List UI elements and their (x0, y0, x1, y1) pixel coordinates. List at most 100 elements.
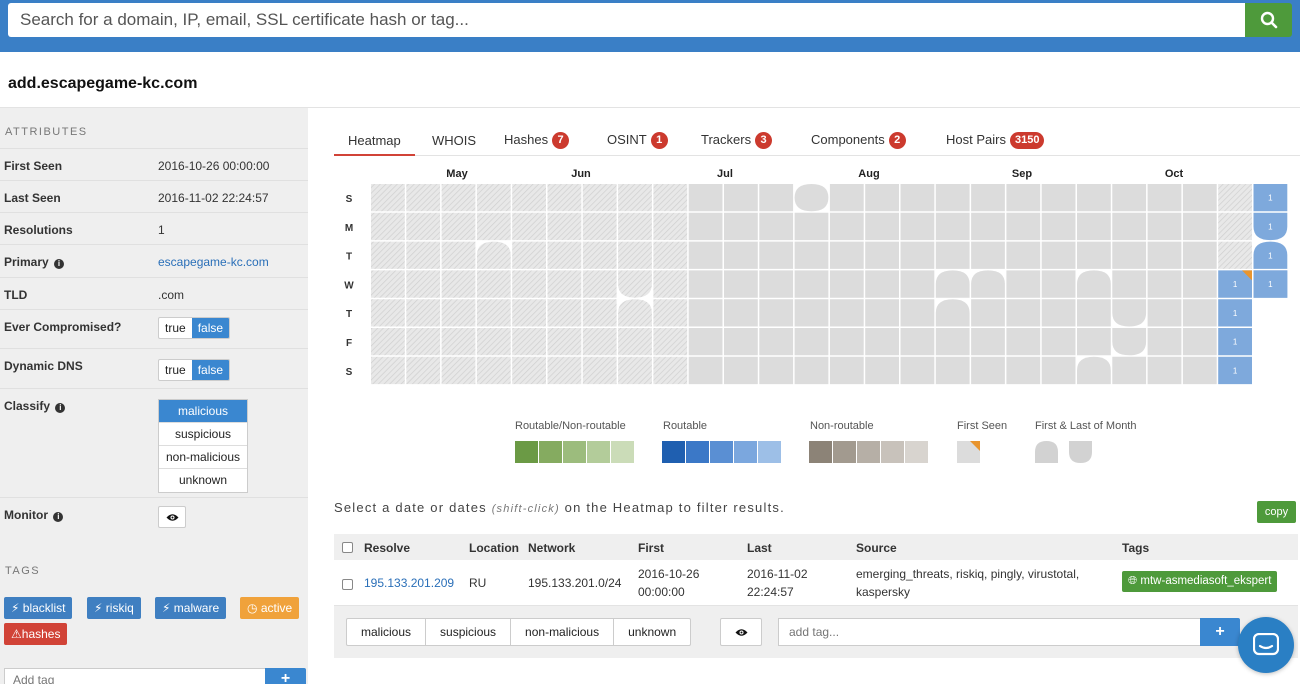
attr-tld: TLD .com (0, 277, 308, 309)
search-button[interactable] (1245, 3, 1292, 37)
tab-trackers[interactable]: Trackers 3 (701, 130, 773, 156)
info-icon[interactable]: i (53, 512, 64, 522)
heatmap-cell (406, 212, 441, 241)
col-last[interactable]: Last (747, 541, 772, 555)
bolt-icon: ⚡︎ (162, 601, 171, 615)
heatmap-cell (441, 328, 476, 356)
bulk-classify-unknown[interactable]: unknown (628, 625, 677, 639)
heatmap-cell (1041, 299, 1076, 327)
heatmap-cell (1077, 356, 1111, 385)
day-label: M (345, 223, 353, 234)
tab-osint[interactable]: OSINT 1 (607, 130, 668, 156)
heatmap-cell (794, 241, 829, 269)
heatmap-cell (794, 270, 829, 298)
add-tag-input[interactable] (778, 618, 1201, 646)
tab-count-badge: 1 (650, 132, 668, 149)
heatmap-cell (1147, 270, 1182, 298)
heatmap-cell (935, 241, 970, 269)
heatmap-cell (971, 212, 1005, 241)
tag-blacklist[interactable]: ⚡︎ blacklist (4, 597, 73, 619)
heatmap-cell (476, 270, 511, 298)
toggle-true[interactable]: true (165, 363, 186, 377)
info-icon[interactable]: i (55, 403, 66, 413)
classify-list: malicious suspicious non-malicious unkno… (158, 399, 248, 493)
bulk-action-bar: malicious suspicious non-malicious unkno… (334, 606, 1298, 658)
heatmap-cell (1182, 356, 1217, 385)
tag-riskiq[interactable]: ⚡︎ riskiq (87, 597, 141, 619)
classify-non-malicious[interactable]: non-malicious (159, 446, 247, 469)
attr-label: Classify i (4, 399, 66, 413)
col-tags[interactable]: Tags (1122, 541, 1150, 555)
tab-host-pairs[interactable]: Host Pairs 3150 (946, 130, 1045, 156)
legend-routable-label: Routable (663, 420, 708, 432)
month-label: Oct (1165, 168, 1184, 180)
tab-label: Host Pairs (946, 132, 1006, 147)
monitor-button[interactable] (158, 506, 186, 528)
heatmap-cell-count: 1 (1233, 366, 1238, 375)
classify-malicious[interactable]: malicious (159, 400, 247, 423)
col-network[interactable]: Network (528, 541, 576, 555)
heatmap-cell (1041, 356, 1076, 385)
tag-label: mtw-asmediasoft_ekspert (1140, 575, 1272, 587)
classify-unknown[interactable]: unknown (178, 473, 228, 487)
sidebar-add-tag-input[interactable] (4, 668, 266, 684)
legend-swatch (515, 441, 538, 463)
heatmap-cell (759, 299, 794, 327)
heatmap-cell (724, 270, 758, 298)
attr-monitor: Monitor i (0, 497, 308, 537)
heatmap-cell (900, 270, 935, 298)
cell-first-time: 00:00:00 (638, 585, 685, 599)
bulk-classify-malicious[interactable]: malicious (347, 619, 427, 645)
heatmap-cell (1147, 241, 1182, 269)
heatmap-cell (1041, 270, 1076, 298)
heatmap-cell (653, 212, 688, 241)
col-source[interactable]: Source (856, 541, 897, 555)
toggle-false[interactable]: false (191, 360, 230, 380)
row-checkbox[interactable] (342, 579, 353, 590)
warning-icon: ⚠ (11, 627, 22, 641)
dynamic-dns-toggle[interactable]: true false (158, 359, 231, 381)
select-all-checkbox[interactable] (342, 542, 353, 553)
heatmap-cell (512, 241, 546, 269)
tab-components[interactable]: Components 2 (811, 130, 906, 156)
legend-swatch (833, 441, 856, 463)
heatmap-cell (971, 328, 1005, 356)
tag-active[interactable]: ◷ active (240, 597, 300, 619)
tab-label: OSINT (607, 132, 647, 147)
col-first[interactable]: First (638, 541, 665, 555)
heatmap-cell (1218, 241, 1252, 269)
primary-domain-link[interactable]: escapegame-kc.com (158, 255, 269, 269)
first-seen-marker (1242, 270, 1252, 281)
tab-heatmap[interactable]: Heatmap (334, 130, 415, 156)
heatmap-cell (935, 299, 970, 327)
tab-hashes[interactable]: Hashes 7 (504, 130, 570, 156)
col-location[interactable]: Location (469, 541, 519, 555)
sidebar-add-tag-button[interactable]: + (265, 668, 306, 684)
bulk-classify-group: malicious suspicious non-malicious unkno… (346, 618, 692, 646)
attr-label: TLD (4, 288, 28, 302)
heatmap-cell (935, 270, 970, 298)
info-icon[interactable]: i (54, 259, 65, 269)
resolve-ip-link[interactable]: 195.133.201.209 (364, 576, 455, 590)
tag-hashes[interactable]: ⚠hashes (4, 623, 68, 645)
add-tag-button[interactable]: + (1200, 618, 1240, 646)
col-resolve[interactable]: Resolve (364, 541, 411, 555)
bulk-classify-suspicious[interactable]: suspicious (426, 619, 512, 645)
bulk-monitor-button[interactable] (720, 618, 762, 646)
classify-suspicious[interactable]: suspicious (159, 423, 247, 446)
bulk-classify-non-malicious[interactable]: non-malicious (511, 619, 615, 645)
copy-button[interactable]: copy (1257, 501, 1296, 523)
cell-first-date: 2016-10-26 (638, 567, 700, 581)
row-tag[interactable]: 🌐︎ mtw-asmediasoft_ekspert (1122, 571, 1278, 592)
chat-launcher-button[interactable] (1238, 617, 1294, 673)
heatmap-cell (1077, 212, 1111, 241)
tag-malware[interactable]: ⚡︎ malware (155, 597, 227, 619)
heatmap-cell-count: 1 (1233, 280, 1238, 289)
activity-heatmap[interactable]: MayJunJulAugSepOctSMTWTFS111111111 (334, 162, 1300, 397)
toggle-false[interactable]: false (191, 318, 230, 338)
toggle-true[interactable]: true (165, 321, 186, 335)
heatmap-cell (759, 184, 794, 212)
ever-compromised-toggle[interactable]: true false (158, 317, 231, 339)
search-input[interactable] (8, 3, 1246, 37)
tab-whois[interactable]: WHOIS (432, 130, 476, 156)
